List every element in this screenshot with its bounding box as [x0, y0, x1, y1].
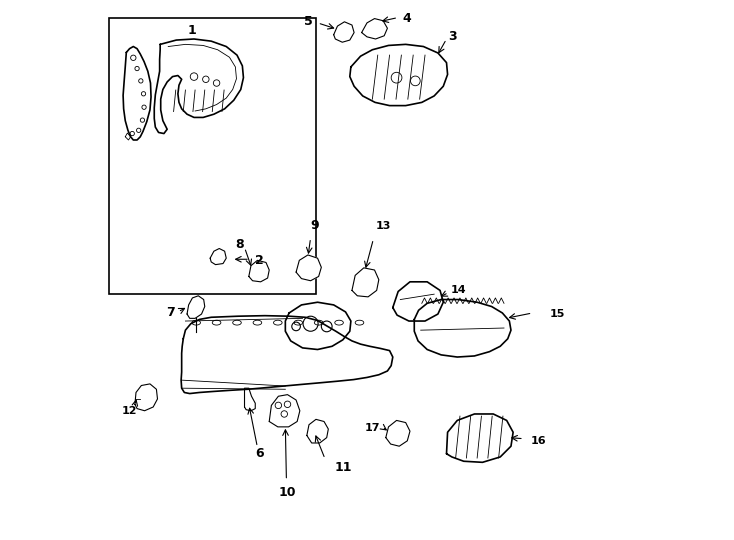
Text: 17: 17	[365, 423, 380, 434]
Text: 7: 7	[167, 307, 175, 320]
Polygon shape	[244, 388, 255, 411]
Polygon shape	[334, 22, 354, 42]
Text: 5: 5	[304, 15, 312, 28]
Text: 9: 9	[310, 219, 319, 232]
Text: 4: 4	[403, 12, 412, 25]
Text: 15: 15	[550, 309, 565, 319]
Text: 6: 6	[255, 447, 264, 460]
Polygon shape	[154, 39, 244, 133]
Text: 3: 3	[448, 30, 457, 43]
Polygon shape	[414, 300, 511, 357]
Text: 1: 1	[188, 24, 197, 37]
Polygon shape	[350, 44, 448, 106]
Text: 11: 11	[334, 461, 352, 474]
Polygon shape	[307, 420, 328, 443]
Polygon shape	[210, 248, 226, 265]
Polygon shape	[126, 133, 131, 140]
Text: 14: 14	[451, 286, 466, 295]
Text: 12: 12	[122, 406, 137, 416]
Polygon shape	[249, 260, 269, 282]
Polygon shape	[135, 384, 158, 411]
Polygon shape	[269, 395, 300, 427]
Polygon shape	[296, 255, 321, 281]
Text: 10: 10	[279, 487, 297, 500]
Text: 13: 13	[375, 221, 390, 231]
Text: 16: 16	[531, 436, 547, 446]
Polygon shape	[446, 414, 513, 462]
Polygon shape	[181, 316, 393, 394]
Bar	[109, 17, 316, 294]
Polygon shape	[362, 18, 388, 39]
Polygon shape	[352, 268, 379, 297]
Polygon shape	[386, 421, 410, 446]
Polygon shape	[123, 46, 151, 140]
Polygon shape	[286, 302, 351, 349]
Polygon shape	[393, 282, 443, 321]
Polygon shape	[187, 296, 205, 319]
Text: 8: 8	[235, 238, 244, 251]
Text: 2: 2	[255, 254, 264, 267]
